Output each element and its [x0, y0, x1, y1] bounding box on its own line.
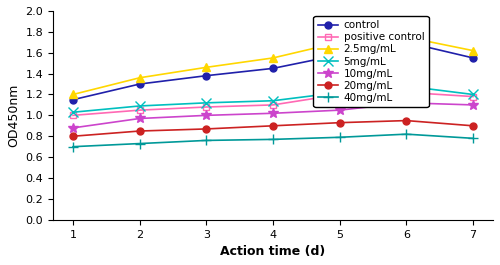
10mg/mL [70, 126, 76, 130]
Line: 2.5mg/mL: 2.5mg/mL [69, 33, 477, 99]
X-axis label: Action time (d): Action time (d) [220, 245, 326, 258]
5mg/mL [270, 99, 276, 102]
2.5mg/mL [70, 93, 76, 96]
40mg/mL [136, 142, 142, 145]
2.5mg/mL [270, 56, 276, 60]
positive control [336, 93, 342, 96]
20mg/mL [336, 121, 342, 124]
40mg/mL [404, 132, 409, 136]
Line: positive control: positive control [70, 89, 476, 119]
2.5mg/mL [404, 36, 409, 39]
Line: 20mg/mL: 20mg/mL [70, 117, 476, 140]
positive control [136, 109, 142, 112]
positive control [204, 105, 210, 109]
40mg/mL [470, 137, 476, 140]
10mg/mL [270, 112, 276, 115]
20mg/mL [136, 129, 142, 132]
control [336, 53, 342, 56]
positive control [470, 95, 476, 98]
5mg/mL [470, 93, 476, 96]
control [204, 74, 210, 77]
10mg/mL [204, 114, 210, 117]
control [404, 41, 409, 44]
Line: 40mg/mL: 40mg/mL [68, 129, 478, 152]
positive control [70, 114, 76, 117]
5mg/mL [70, 111, 76, 114]
40mg/mL [70, 145, 76, 148]
40mg/mL [336, 136, 342, 139]
40mg/mL [270, 138, 276, 141]
Legend: control, positive control, 2.5mg/mL, 5mg/mL, 10mg/mL, 20mg/mL, 40mg/mL: control, positive control, 2.5mg/mL, 5mg… [314, 16, 428, 107]
Y-axis label: OD450nm: OD450nm [7, 84, 20, 147]
positive control [270, 103, 276, 107]
5mg/mL [136, 104, 142, 108]
20mg/mL [404, 119, 409, 122]
2.5mg/mL [136, 76, 142, 79]
control [470, 56, 476, 60]
2.5mg/mL [204, 66, 210, 69]
2.5mg/mL [470, 49, 476, 52]
5mg/mL [404, 85, 409, 88]
40mg/mL [204, 139, 210, 142]
control [70, 98, 76, 101]
5mg/mL [336, 91, 342, 94]
5mg/mL [204, 101, 210, 104]
10mg/mL [404, 101, 409, 104]
2.5mg/mL [336, 41, 342, 44]
Line: control: control [70, 39, 476, 103]
control [136, 82, 142, 86]
Line: 10mg/mL: 10mg/mL [68, 98, 478, 133]
control [270, 67, 276, 70]
20mg/mL [204, 127, 210, 131]
20mg/mL [270, 124, 276, 127]
20mg/mL [470, 124, 476, 127]
10mg/mL [336, 109, 342, 112]
Line: 5mg/mL: 5mg/mL [68, 81, 478, 117]
10mg/mL [470, 103, 476, 107]
positive control [404, 91, 409, 94]
20mg/mL [70, 135, 76, 138]
10mg/mL [136, 117, 142, 120]
